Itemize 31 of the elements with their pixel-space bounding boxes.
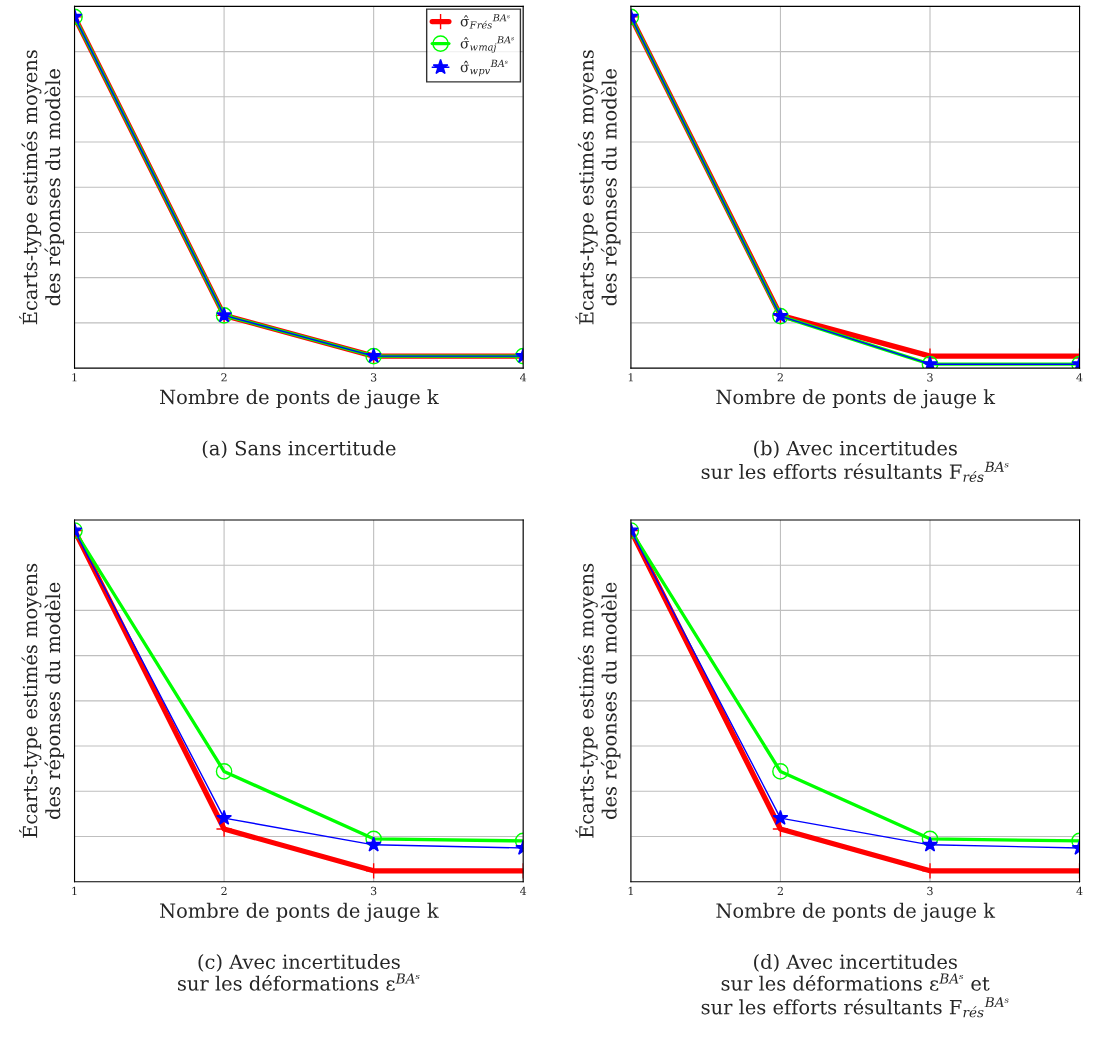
x-tick-label: 4 — [1076, 886, 1083, 895]
x-tick-label: 1 — [72, 373, 77, 382]
y-axis-title: Écarts-type estimés moyens des réponses du modèle — [575, 50, 621, 325]
y-axis-title: Écarts-type estimés moyens des réponses du modèle — [19, 50, 65, 325]
x-tick-label: 4 — [520, 373, 527, 382]
x-tick-label: 2 — [221, 373, 227, 382]
x-tick-label: 4 — [1076, 373, 1083, 382]
x-tick-label: 3 — [370, 886, 377, 896]
x-tick-label: 2 — [777, 373, 783, 382]
x-tick-label: 1 — [628, 373, 633, 382]
x-tick-label: 2 — [221, 886, 227, 895]
x-tick-label: 3 — [927, 886, 933, 896]
legend-label: σ̂$_{Frés}$$^{BAˢ}$ — [460, 14, 510, 29]
legend-label: σ̂$_{wpv}$$^{BAˢ}$ — [460, 59, 508, 77]
x-tick-label: 1 — [628, 886, 633, 895]
x-axis-title: Nombre de ponts de jauge k — [160, 902, 439, 922]
text: (b) Avec incertitudes sur les efforts résultants F$_{rés}$$^{BAˢ}$ — [701, 440, 1009, 482]
x-tick-label: 3 — [927, 373, 933, 382]
x-tick-label: 1 — [72, 886, 77, 895]
x-axis-title: Nombre de ponts de jauge k — [716, 902, 996, 922]
text: (c) Avec incertitudes sur les déformations ε$^{BAˢ}$ — [178, 954, 420, 991]
text: (a) Sans incertitude — [202, 440, 396, 459]
x-tick-label: 3 — [370, 373, 377, 382]
y-axis-title: Écarts-type estimés moyens des réponses du modèle — [19, 563, 65, 838]
x-axis-title: Nombre de ponts de jauge k — [160, 389, 439, 409]
y-axis-title: Écarts-type estimés moyens des réponses du modèle — [575, 563, 621, 838]
x-tick-label: 4 — [520, 886, 527, 895]
x-axis-title: Nombre de ponts de jauge k — [716, 389, 996, 409]
legend-label: σ̂$_{wmaj}$$^{BAˢ}$ — [460, 36, 514, 53]
x-tick-label: 2 — [777, 886, 783, 895]
text: (d) Avec incertitudes sur les déformations ε$^{BAˢ}$ et sur les efforts résultants F$_{rés}$$^{BAˢ}$ — [701, 954, 1009, 1018]
